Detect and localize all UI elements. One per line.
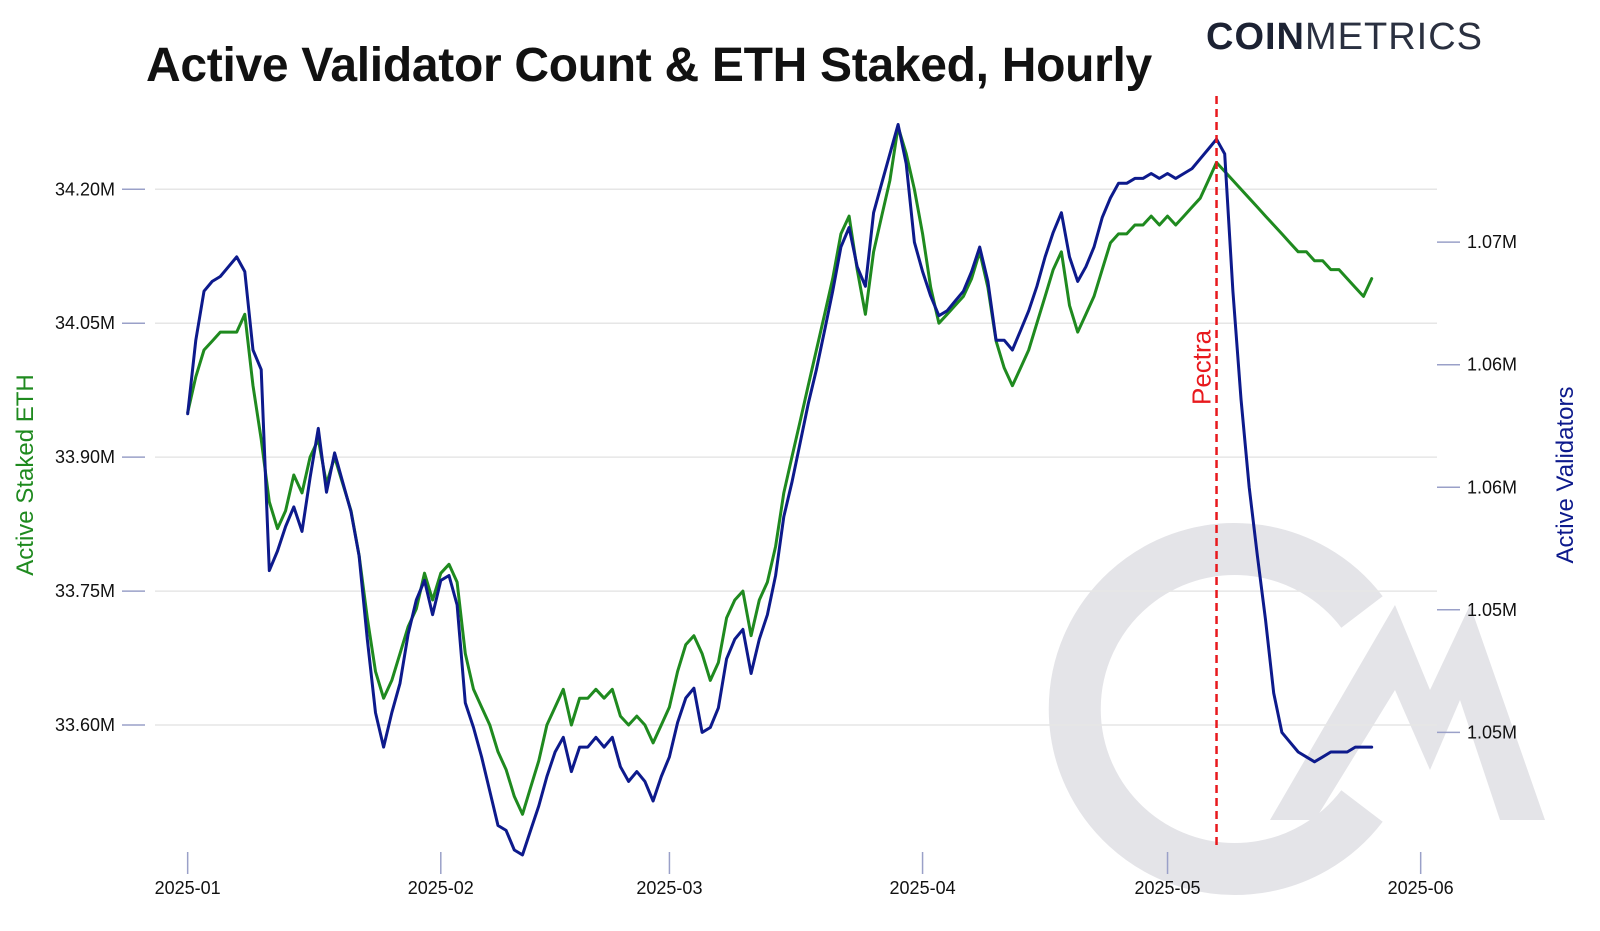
eth-staked-line [186,125,1374,816]
right-axis-title: Active Validators [1552,387,1579,564]
left-tick-label: 33.75M [55,581,115,601]
coinmetrics-logo: COINMETRICS [1206,16,1483,59]
logo-light-text: METRICS [1305,16,1483,58]
x-tick-label: 2025-05 [1135,878,1201,898]
grid-layer [155,188,1437,726]
cm-watermark-logo [1048,523,1545,895]
left-tick-label: 34.05M [55,313,115,333]
left-tick-label: 34.20M [55,179,115,199]
right-tick-label: 1.06M [1467,477,1517,497]
series-layer [186,123,1374,857]
right-tick-label: 1.05M [1467,600,1517,620]
left-y-axis: 33.60M 33.75M 33.90M 34.05M 34.20M [55,179,145,735]
left-tick-label: 33.90M [55,447,115,467]
event-layer: Pectra [1187,96,1218,850]
left-axis-title: Active Staked ETH [12,374,39,575]
x-axis: 2025-01 2025-02 2025-03 2025-04 2025-05 2025-… [155,852,1454,898]
pectra-event-label: Pectra [1187,329,1217,405]
x-tick-label: 2025-04 [890,878,956,898]
x-tick-label: 2025-03 [636,878,702,898]
chart-title: Active Validator Count & ETH Staked, Hou… [146,39,1152,92]
right-tick-label: 1.05M [1467,722,1517,742]
left-tick-label: 33.60M [55,715,115,735]
validators-line [186,123,1374,857]
right-tick-label: 1.07M [1467,232,1517,252]
right-tick-label: 1.06M [1467,355,1517,375]
x-tick-label: 2025-01 [155,878,221,898]
x-tick-label: 2025-02 [408,878,474,898]
right-y-axis: 1.05M 1.05M 1.06M 1.06M 1.07M [1437,232,1517,742]
logo-bold-text: COIN [1206,16,1305,58]
x-tick-label: 2025-06 [1388,878,1454,898]
